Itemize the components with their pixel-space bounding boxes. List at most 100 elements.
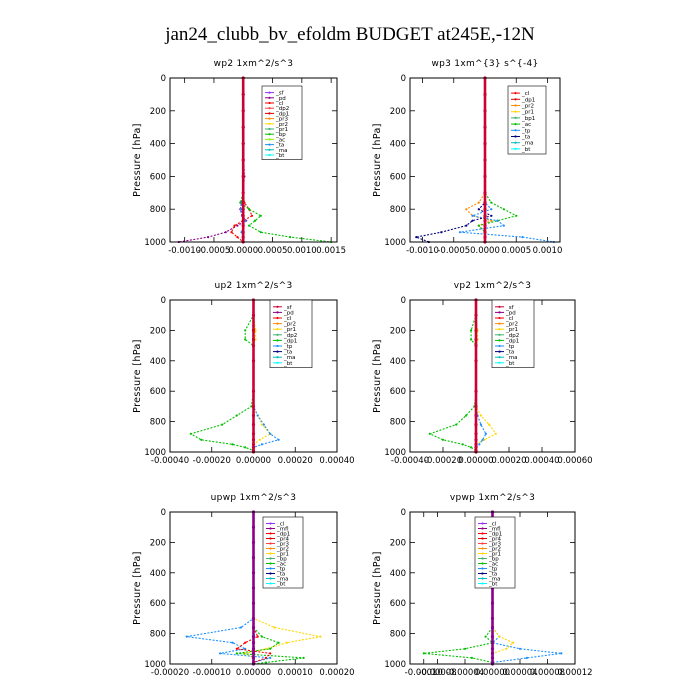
x-tick-label: 0.0000 — [228, 246, 258, 256]
series-point — [515, 214, 518, 217]
legend-marker — [268, 101, 271, 105]
series-point — [502, 224, 505, 227]
y-tick-label: 600 — [150, 387, 166, 397]
series-point — [251, 432, 256, 436]
chart-panel-2: wp3 1xm^{3} s^{-4} Pressure [hPa] 0 200 400 6… — [372, 59, 562, 256]
series-point — [470, 446, 473, 449]
y-tick-label: 1000 — [384, 660, 406, 670]
series-line — [252, 300, 272, 452]
y-tick-label: 400 — [150, 140, 166, 150]
legend-label: _dp1 — [505, 338, 519, 344]
series-point — [483, 158, 487, 162]
series-point — [251, 445, 256, 449]
series-point — [483, 125, 487, 129]
legend-marker — [268, 153, 271, 157]
series-point — [251, 656, 256, 660]
series-point — [241, 191, 245, 195]
legend-label: _ma — [283, 355, 295, 361]
legend-marker — [269, 547, 272, 550]
series-point — [479, 414, 482, 417]
series-point — [256, 414, 259, 417]
legend-label: _ma — [521, 141, 533, 147]
legend-marker — [269, 532, 272, 535]
y-tick-label: 1000 — [144, 448, 166, 458]
series-point — [239, 201, 242, 204]
series-point — [251, 389, 256, 393]
legend-label: _pr2 — [521, 104, 534, 110]
series-point — [490, 208, 493, 211]
x-tick-label: -0.0010 — [168, 246, 201, 256]
series-point — [241, 230, 245, 234]
legend-marker — [481, 577, 484, 580]
legend-label: _pr2 — [275, 122, 288, 128]
series-point — [239, 208, 242, 211]
series-point — [471, 219, 474, 222]
series-point — [498, 635, 501, 638]
legend-marker — [481, 532, 484, 535]
y-tick-label: 1000 — [144, 238, 166, 248]
series-point — [474, 438, 478, 442]
legend-marker — [268, 107, 271, 110]
y-tick-label: 600 — [150, 599, 166, 609]
series-point — [241, 109, 245, 113]
legend-label: _pr1 — [505, 327, 518, 333]
series-point — [474, 313, 478, 317]
legend-marker — [481, 582, 484, 585]
legend-label: _ma — [505, 355, 517, 361]
series-point — [239, 626, 243, 629]
series-point — [241, 235, 245, 239]
series-point — [496, 219, 499, 222]
figure-title: jan24_clubb_bv_efoldm BUDGET at245E,-12N — [164, 24, 535, 45]
y-tick-label: 800 — [150, 630, 166, 640]
y-axis-label: Pressure [hPa] — [132, 339, 143, 413]
legend-label: _dp2 — [283, 333, 297, 339]
series-point — [477, 224, 480, 227]
legend-marker — [269, 522, 272, 525]
y-tick-label: 800 — [150, 205, 166, 215]
series-point — [200, 438, 203, 441]
y-tick-label: 400 — [390, 140, 406, 150]
y-tick-label: 600 — [150, 172, 166, 182]
chart-panel-1: wp2 1xm^2/s^3 Pressure [hPa] 0 200 400 600 800… — [132, 59, 346, 256]
series-point — [490, 651, 495, 656]
series-point — [244, 446, 247, 449]
legend-label: _bt — [275, 153, 285, 159]
series-point — [251, 635, 256, 639]
series-point — [207, 236, 210, 239]
legend-marker — [481, 537, 484, 540]
series-point — [471, 214, 474, 217]
series-point — [477, 208, 480, 211]
series-point — [251, 540, 256, 545]
legend-marker — [481, 562, 484, 565]
legend-marker — [269, 542, 272, 545]
series-point — [241, 207, 245, 211]
legend-label: _tp — [276, 567, 286, 573]
series-point — [250, 214, 254, 217]
legend-marker — [498, 311, 501, 314]
legend-marker — [514, 129, 517, 132]
x-tick-label: 0.00020 — [319, 668, 354, 678]
series-point — [244, 329, 247, 332]
y-tick-label: 200 — [150, 538, 166, 548]
series-point — [231, 443, 234, 446]
plot-frame — [169, 511, 338, 665]
series-point — [474, 413, 478, 418]
legend-label: _ac — [488, 562, 498, 568]
y-tick-label: 800 — [390, 630, 406, 640]
series-point — [422, 652, 425, 655]
x-tick-label: 0.00020 — [491, 456, 526, 466]
series-point — [484, 635, 487, 638]
series-point — [259, 231, 262, 234]
series-point — [260, 443, 263, 446]
legend-label: _pr1 — [275, 127, 288, 133]
panel-title: vp2 1xm^2/s^3 — [454, 281, 532, 291]
legend-marker — [514, 110, 517, 113]
series-point — [235, 652, 238, 655]
series-point — [251, 571, 256, 575]
series-point — [474, 442, 478, 446]
legend-marker — [276, 344, 279, 348]
legend-marker — [276, 316, 279, 320]
chart-panel-4: vp2 1xm^2/s^3 Pressure [hPa] 0 200 400 600 800… — [372, 281, 593, 466]
legend-label: _dp2 — [505, 333, 519, 339]
x-tick-label: 0.00040 — [319, 456, 354, 466]
